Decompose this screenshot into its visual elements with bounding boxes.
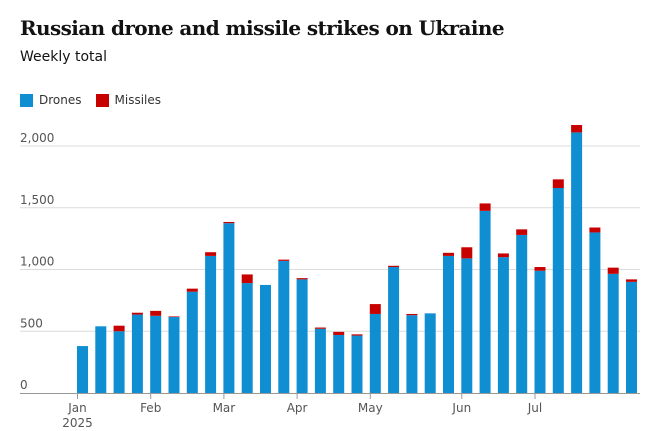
bar-drones — [333, 334, 345, 393]
bar-drones — [205, 255, 217, 393]
x-tick-label: Jul — [527, 401, 542, 415]
bar-drones — [443, 255, 454, 393]
bar-missiles — [186, 288, 198, 292]
bar-missiles — [461, 247, 473, 259]
bar-drones — [296, 279, 308, 393]
bar-missiles — [589, 227, 601, 233]
bar-drones — [534, 270, 546, 393]
bar-drones — [95, 326, 107, 393]
bar-missiles — [607, 267, 619, 274]
bar-missiles — [443, 252, 454, 256]
y-tick-label: 1,000 — [20, 255, 54, 269]
bar-missiles — [369, 304, 381, 314]
legend-swatch-drones — [20, 93, 33, 107]
bar-missiles — [168, 316, 180, 318]
bar-drones — [186, 291, 198, 393]
bar-missiles — [205, 252, 217, 256]
bar-drones — [131, 314, 143, 393]
legend-label-drones: Drones — [39, 93, 82, 107]
bar-drones — [113, 331, 125, 393]
legend-item-drones: Drones — [20, 93, 82, 107]
bar-drones — [516, 234, 528, 393]
x-tick-sublabel: 2025 — [62, 416, 93, 430]
bar-missiles — [388, 265, 400, 268]
bar-drones — [388, 267, 400, 393]
bar-missiles — [241, 274, 253, 284]
bar-missiles — [516, 229, 528, 235]
bar-drones — [424, 313, 436, 393]
bar-missiles — [131, 312, 143, 315]
bar-missiles — [278, 259, 290, 261]
bar-missiles — [626, 279, 637, 282]
x-tick-label: Feb — [140, 401, 161, 415]
bar-missiles — [534, 267, 546, 271]
bar-drones — [406, 315, 418, 393]
bar-missiles — [296, 278, 308, 280]
bar-missiles — [479, 203, 491, 211]
bar-drones — [571, 132, 583, 394]
bar-drones — [351, 335, 363, 393]
bar-drones — [607, 273, 619, 393]
x-tick-label: Apr — [287, 401, 308, 415]
bar-missiles — [150, 310, 162, 316]
bar-missiles — [223, 221, 235, 224]
y-tick-label: 0 — [20, 378, 28, 392]
bar-drones — [260, 284, 271, 393]
y-tick-label: 2,000 — [20, 131, 54, 145]
chart-title: Russian drone and missile strikes on Ukr… — [20, 16, 505, 40]
legend-item-missiles: Missiles — [95, 93, 162, 107]
y-tick-label: 1,500 — [20, 193, 54, 207]
bar-missiles — [314, 327, 326, 329]
bar-drones — [589, 232, 601, 393]
bar-drones — [479, 210, 491, 393]
bar-drones — [461, 258, 473, 393]
bar-missiles — [571, 125, 583, 133]
bar-drones — [223, 223, 235, 393]
legend-label-missiles: Missiles — [114, 93, 162, 107]
bar-drones — [241, 283, 253, 393]
bar-drones — [552, 187, 564, 393]
bar-drones — [168, 317, 180, 393]
x-tick-label: Jan — [67, 401, 87, 415]
y-tick-label: 500 — [20, 316, 43, 330]
bar-drones — [369, 313, 381, 393]
x-tick-label: Mar — [213, 401, 236, 415]
bar-missiles — [497, 253, 509, 258]
bar-missiles — [333, 331, 345, 335]
bar-drones — [497, 257, 509, 393]
bar-drones — [314, 328, 326, 393]
x-tick-label: Jun — [451, 401, 471, 415]
bar-missiles — [351, 334, 363, 336]
chart-legend: Drones Missiles — [20, 93, 175, 107]
bar-drones — [150, 315, 162, 393]
bar-drones — [278, 260, 290, 393]
bar-drones — [77, 346, 88, 393]
legend-swatch-missiles — [95, 93, 109, 107]
x-tick-label: May — [358, 401, 383, 415]
bar-missiles — [113, 325, 125, 332]
chart-subtitle: Weekly total — [20, 49, 107, 65]
bar-missiles — [406, 313, 418, 316]
bar-drones — [626, 281, 637, 393]
bar-missiles — [552, 179, 564, 188]
